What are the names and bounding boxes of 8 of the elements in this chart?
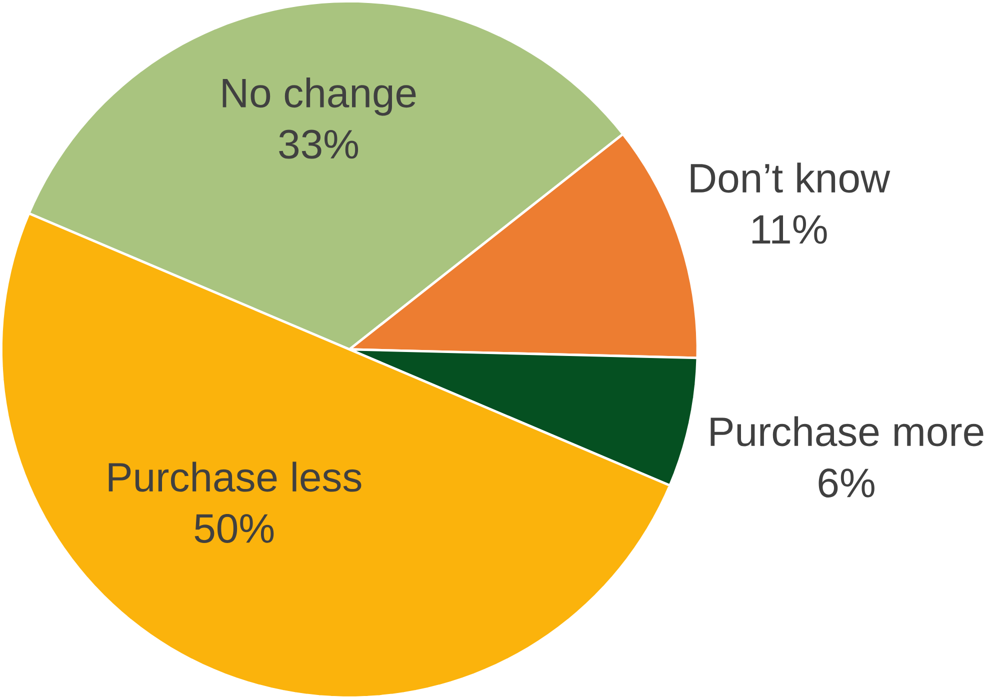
slice-label: No change: [222, 78, 416, 116]
data-label: 6%: [818, 468, 874, 498]
data-label: 50%: [194, 514, 274, 544]
slice-label: Purchase more: [710, 416, 984, 446]
slice-label: Don’t know: [690, 162, 890, 193]
slice-label: Purchase less: [108, 462, 362, 492]
data-label: 33%: [279, 130, 358, 159]
data-label: 11%: [752, 215, 827, 244]
